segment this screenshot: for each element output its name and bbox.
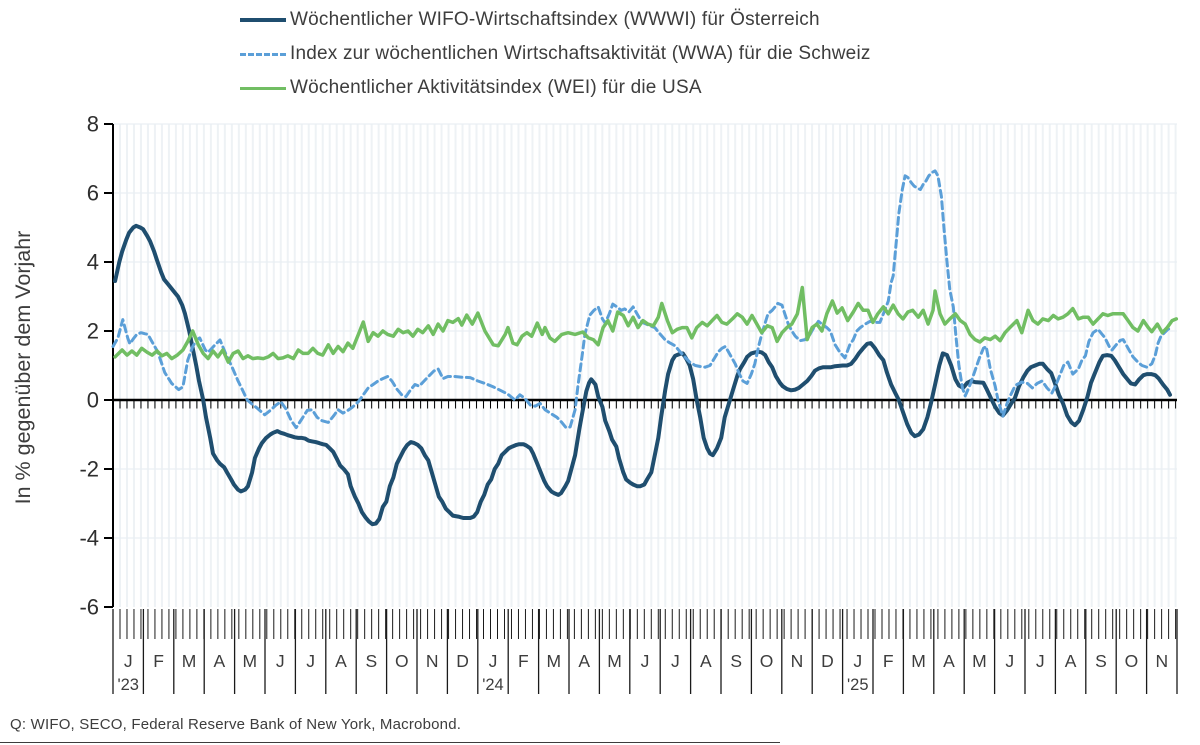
month-label: A — [214, 651, 226, 671]
y-tick-label: 2 — [87, 319, 99, 344]
month-label: F — [153, 651, 164, 671]
month-label: M — [607, 651, 622, 671]
month-label: J — [671, 651, 680, 671]
legend-label: Index zur wöchentlichen Wirtschaftsaktiv… — [290, 43, 871, 64]
month-label: F — [518, 651, 529, 671]
month-label: J — [124, 651, 133, 671]
legend-label: Wöchentlicher WIFO-Wirtschaftsindex (WWW… — [290, 9, 820, 30]
legend-item-0: Wöchentlicher WIFO-Wirtschaftsindex (WWW… — [240, 6, 871, 34]
legend-item-1: Index zur wöchentlichen Wirtschaftsaktiv… — [240, 40, 871, 68]
y-tick-label: -2 — [79, 457, 99, 482]
month-label: M — [972, 651, 987, 671]
month-label: M — [911, 651, 926, 671]
month-label: D — [821, 651, 834, 671]
month-label: J — [641, 651, 650, 671]
bottom-divider — [0, 742, 780, 743]
y-tick-label: 6 — [87, 181, 99, 206]
month-label: M — [243, 651, 258, 671]
month-label: A — [700, 651, 712, 671]
y-tick-label: 4 — [87, 250, 99, 275]
month-label: A — [335, 651, 347, 671]
month-label: F — [883, 651, 894, 671]
month-label: A — [578, 651, 590, 671]
month-label: O — [395, 651, 409, 671]
month-label: J — [489, 651, 498, 671]
month-label: N — [791, 651, 804, 671]
series-line-1 — [111, 169, 1174, 430]
y-tick-label: -6 — [79, 595, 99, 620]
month-label: O — [1125, 651, 1139, 671]
series-line-0 — [113, 223, 1172, 527]
month-label: O — [760, 651, 774, 671]
y-tick-label: 8 — [87, 112, 99, 137]
y-tick-label: 0 — [87, 388, 99, 413]
month-label: D — [456, 651, 469, 671]
legend-line-swatch — [240, 18, 286, 22]
month-label: J — [1036, 651, 1045, 671]
legend-label: Wöchentlicher Aktivitätsindex (WEI) für … — [290, 77, 702, 98]
month-label: M — [182, 651, 197, 671]
month-label: A — [943, 651, 955, 671]
year-label: '25 — [847, 676, 869, 694]
month-label: S — [730, 651, 742, 671]
source-note: Q: WIFO, SECO, Federal Reserve Bank of N… — [10, 716, 462, 733]
legend-line-swatch — [240, 86, 286, 90]
month-label: A — [1065, 651, 1077, 671]
month-label: S — [1095, 651, 1107, 671]
legend-item-2: Wöchentlicher Aktivitätsindex (WEI) für … — [240, 74, 871, 102]
month-label: N — [426, 651, 439, 671]
y-axis-title: In % gegenüber dem Vorjahr — [11, 231, 35, 505]
month-label: J — [853, 651, 862, 671]
month-label: J — [306, 651, 315, 671]
month-label: N — [1155, 651, 1168, 671]
month-label: S — [366, 651, 378, 671]
chart-legend: Wöchentlicher WIFO-Wirtschaftsindex (WWW… — [240, 6, 871, 102]
y-tick-label: -4 — [79, 526, 99, 551]
year-label: '24 — [482, 676, 504, 694]
legend-line-swatch — [240, 52, 286, 56]
series-line-2 — [113, 285, 1179, 364]
month-label: M — [547, 651, 562, 671]
month-label: J — [1005, 651, 1014, 671]
year-label: '23 — [117, 676, 139, 694]
month-label: J — [276, 651, 285, 671]
